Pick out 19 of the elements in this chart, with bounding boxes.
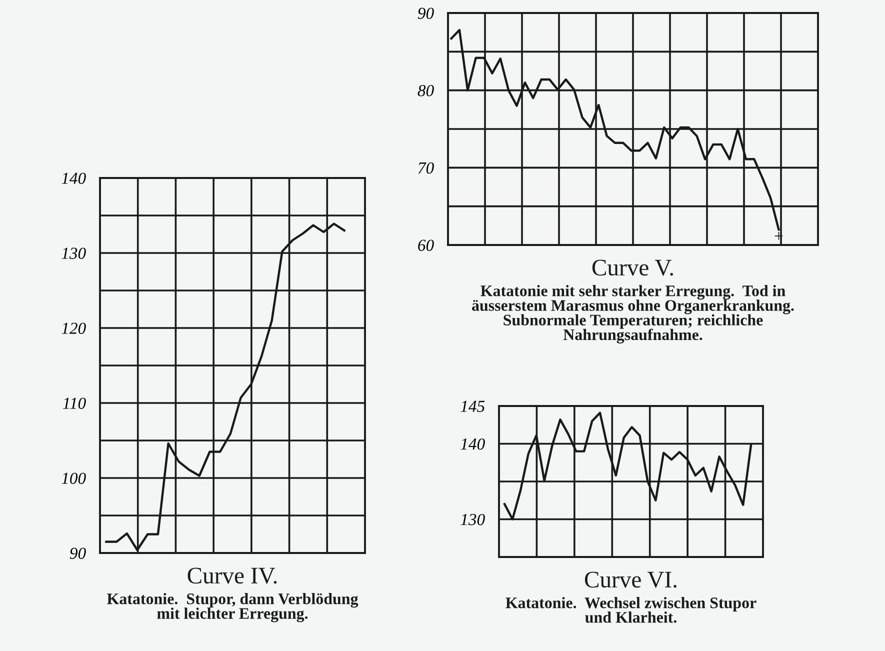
text: Curve IV. [188,568,277,584]
y-tick-label: 70 [418,162,434,174]
y-tick-label: 90 [70,548,86,559]
text: Curve V. [592,260,673,276]
y-tick-label: 100 [62,472,86,484]
text: Curve VI. [584,572,676,588]
y-tick-label: 145 [460,400,485,412]
y-tick-label: 120 [62,322,86,334]
y-tick-label: 80 [418,85,434,96]
y-tick-label: 130 [62,248,86,259]
y-tick-label: 90 [418,8,434,19]
y-tick-label: 140 [62,172,86,184]
text: Katatonie. Wechsel zwischen Stupor und Klarheit. [506,597,756,623]
y-tick-label: 140 [460,438,485,450]
text: Katatonie. Stupor, dann Verblödung mit leichter Erregung. [107,593,358,622]
text: Katatonie mit sehr starker Erregung. Tod in äusserstem Marasmus ohne Organerkrankung. Subnormale Temperaturen; reichliche Nahrungsaufnahme. [472,285,794,344]
y-tick-label: 60 [418,240,434,251]
y-tick-label: 130 [460,514,485,526]
y-tick-label: 110 [62,398,86,409]
